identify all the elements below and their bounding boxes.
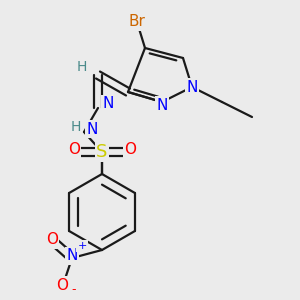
Text: H: H xyxy=(71,120,81,134)
Text: O: O xyxy=(124,142,136,158)
Text: Br: Br xyxy=(129,14,146,29)
Text: H: H xyxy=(77,60,87,74)
Text: N: N xyxy=(186,80,198,94)
Text: N: N xyxy=(86,122,98,136)
Text: O: O xyxy=(46,232,58,247)
Text: -: - xyxy=(72,284,76,296)
Text: O: O xyxy=(68,142,80,158)
Text: O: O xyxy=(56,278,68,292)
Text: N: N xyxy=(156,98,168,112)
Text: N: N xyxy=(66,248,78,263)
Text: +: + xyxy=(77,241,87,251)
Text: S: S xyxy=(96,143,108,161)
Text: N: N xyxy=(102,97,114,112)
